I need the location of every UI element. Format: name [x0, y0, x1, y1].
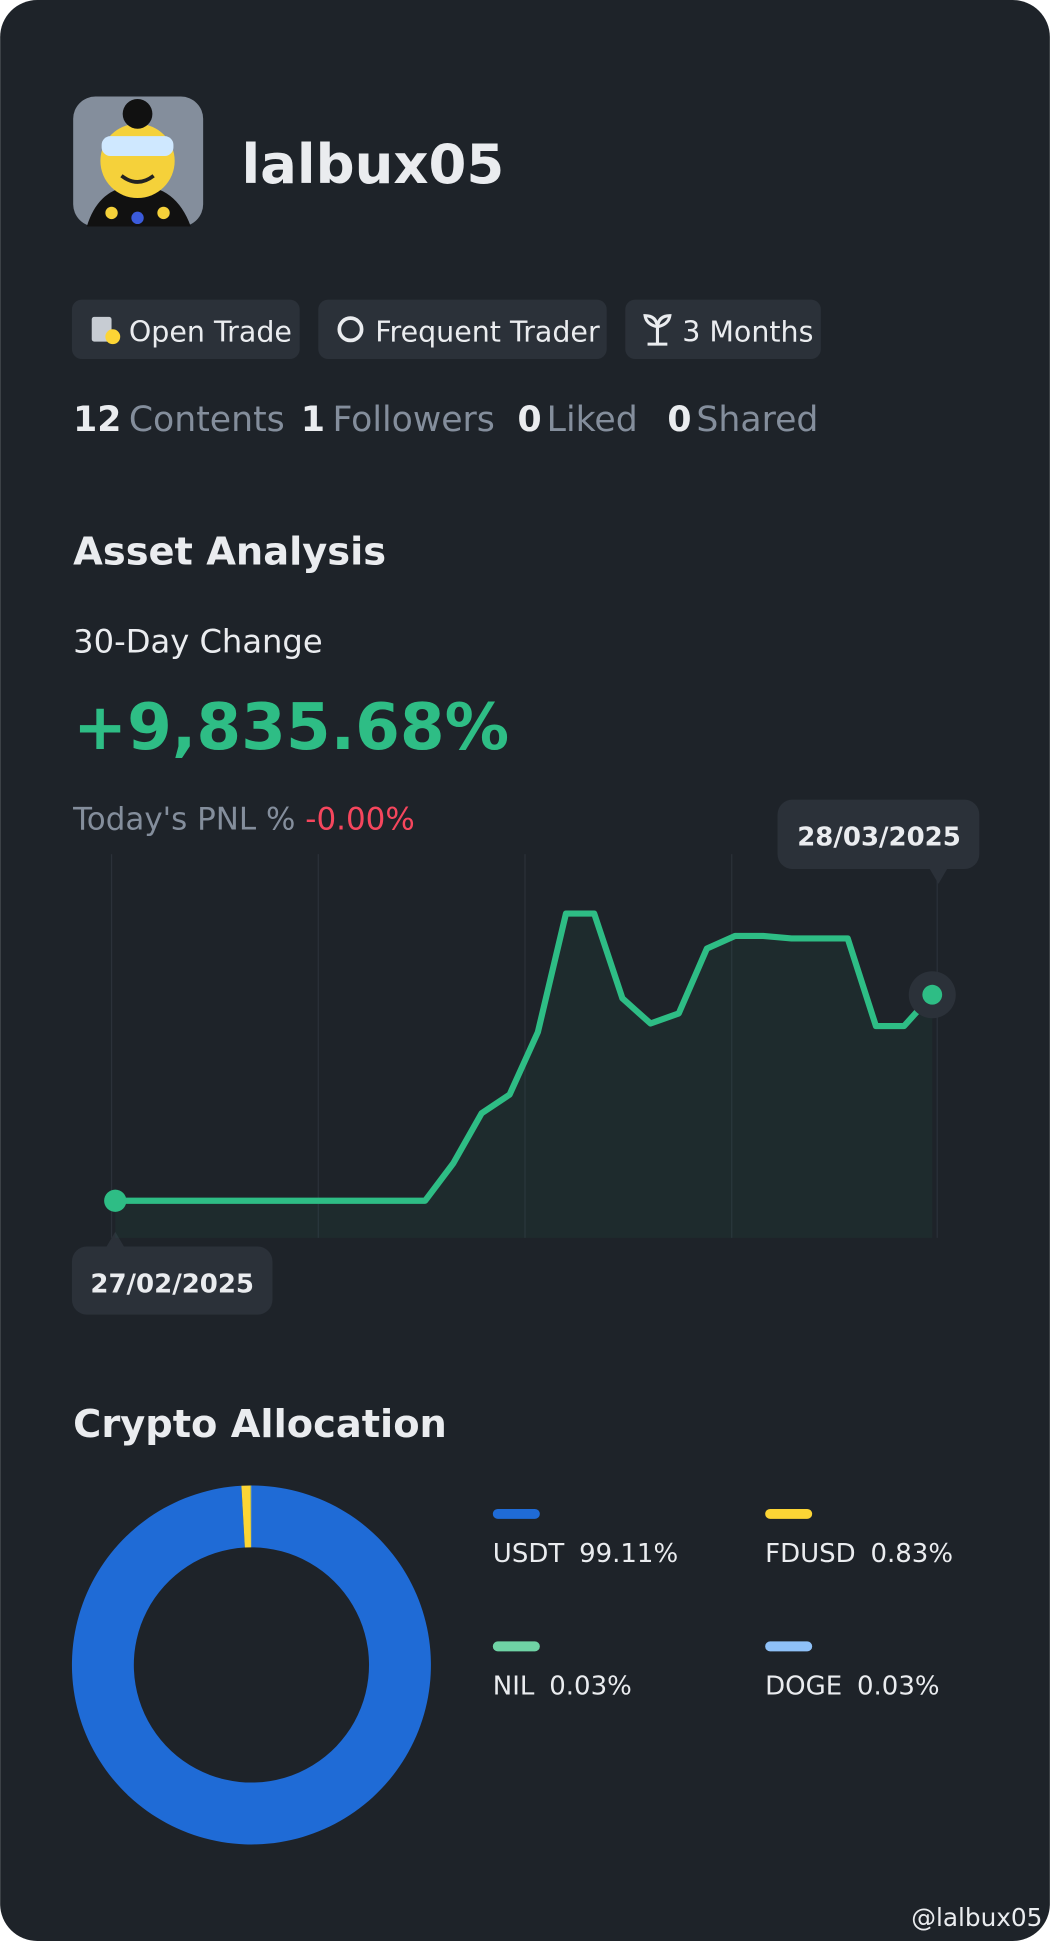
badges: Open Trade Frequent Trader 3 Months	[71, 299, 821, 359]
badge	[71, 299, 300, 359]
stat-count: 0	[518, 400, 542, 440]
start-point	[104, 1189, 127, 1212]
end-point	[922, 984, 943, 1005]
change-value: +9,835.68%	[73, 690, 509, 765]
tooltip	[777, 799, 980, 869]
legend-value: 99.11%	[579, 1539, 678, 1569]
username: lalbux05	[242, 132, 505, 196]
badge-label: Open Trade	[129, 316, 292, 349]
stats: 12 Contents 1 Followers 0 Liked 0 Shared	[73, 400, 818, 440]
stat-count: 0	[667, 400, 691, 440]
legend-value: 0.03%	[857, 1672, 940, 1702]
pnl-value: -0.00%	[305, 801, 414, 837]
legend-name: NIL	[493, 1672, 535, 1702]
watermark: @lalbux05	[911, 1903, 1042, 1932]
change-label: 30-Day Change	[73, 622, 322, 660]
legend-value: 0.03%	[549, 1672, 632, 1702]
badge	[625, 299, 821, 359]
legend-name: DOGE	[765, 1672, 842, 1702]
end-date: 28/03/2025	[797, 822, 961, 852]
legend-entry: FDUSD 0.83%	[765, 1539, 953, 1569]
legend-name: FDUSD	[765, 1539, 855, 1569]
donut-segment	[71, 1485, 431, 1845]
stat-label: Shared	[696, 400, 818, 440]
pnl: Today's PNL % -0.00%	[72, 801, 415, 837]
section-title: Crypto Allocation	[73, 1402, 447, 1447]
legend-entry: NIL 0.03%	[493, 1672, 632, 1702]
stat: 12 Contents 1 Followers 0 Liked 0 Shared	[73, 400, 818, 440]
avatar[interactable]	[73, 96, 204, 227]
badge-label: Frequent Trader	[375, 316, 600, 349]
legend-name: USDT	[493, 1539, 565, 1569]
pnl-chart: 27/02/2025 28/03/2025	[71, 799, 980, 1315]
section-title: Asset Analysis	[73, 529, 386, 574]
stat-count: 1	[301, 400, 325, 440]
pnl-line	[112, 910, 936, 1204]
badge	[318, 299, 607, 359]
legend-entry: USDT 99.11%	[493, 1539, 678, 1569]
donut-segment	[241, 1485, 251, 1548]
legend-value: 0.83%	[870, 1539, 953, 1569]
stat-label: Contents	[129, 400, 285, 440]
tooltip	[71, 1246, 273, 1315]
allocation-donut	[71, 1485, 431, 1845]
line-area	[115, 913, 933, 1238]
badge-label: 3 Months	[682, 316, 813, 349]
legend-entry: DOGE 0.03%	[765, 1672, 939, 1702]
pnl-label: Today's PNL %	[72, 801, 295, 837]
start-date: 27/02/2025	[90, 1269, 254, 1299]
stat-label: Followers	[332, 400, 494, 440]
stat-label: Liked	[547, 400, 638, 440]
allocation-legend: USDT 99.11% FDUSD 0.83% NIL 0.03% DOGE 0.03%	[492, 1508, 953, 1702]
stat-count: 12	[73, 400, 121, 440]
